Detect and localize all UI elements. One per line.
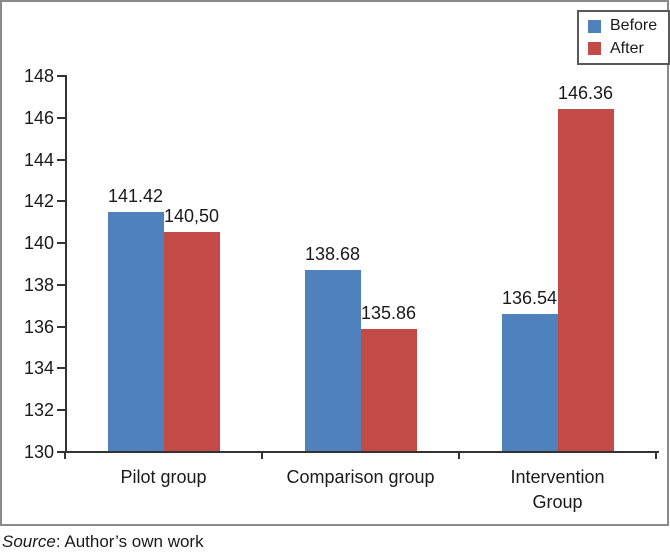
source-caption-text: : Author’s own work <box>55 532 204 551</box>
y-axis-tick-label: 148 <box>23 66 54 86</box>
value-label-before-intervention-group: 136.54 <box>501 288 558 309</box>
y-axis-tick <box>57 200 65 203</box>
y-axis-tick-label: 142 <box>23 191 54 212</box>
y-axis-tick <box>57 451 65 453</box>
x-axis-tick <box>64 451 66 459</box>
legend-item-after: After <box>588 39 668 57</box>
source-caption-prefix: Source <box>2 532 56 551</box>
y-axis-tick <box>57 367 65 370</box>
y-axis-tick-label: 140 <box>23 233 54 254</box>
bar-before-comparison-group <box>304 269 361 451</box>
value-label-before-pilot-group: 141.42 <box>107 186 164 207</box>
bar-before-intervention-group <box>501 314 558 451</box>
value-label-after-intervention-group: 146.36 <box>557 83 614 104</box>
y-axis-tick-label: 146 <box>23 107 54 128</box>
x-axis-category-label: Intervention Group <box>510 467 605 512</box>
x-axis-line <box>64 451 659 453</box>
x-axis-tick <box>655 451 657 459</box>
source-caption: Source: Author’s own work <box>2 531 204 553</box>
x-axis-category-label: Comparison group <box>286 467 435 487</box>
y-axis-tick-label: 138 <box>23 274 54 295</box>
value-label-before-comparison-group: 138.68 <box>304 243 361 264</box>
y-axis-tick <box>57 283 65 286</box>
y-axis-tick <box>57 75 65 77</box>
legend-swatch-before-icon <box>588 19 601 33</box>
legend-label-after: After <box>610 39 644 57</box>
x-axis-tick <box>261 451 263 459</box>
y-axis-tick-label: 144 <box>23 149 54 170</box>
legend: Before After <box>577 10 670 65</box>
y-axis-tick-label: 136 <box>23 316 54 337</box>
y-axis-tick-label: 130 <box>23 442 54 462</box>
value-label-after-comparison-group: 135.86 <box>360 302 417 323</box>
legend-swatch-after-icon <box>588 42 601 56</box>
y-axis-tick <box>57 242 65 245</box>
x-axis-tick <box>458 451 460 459</box>
y-axis-tick-label: 134 <box>23 358 54 379</box>
value-label-after-pilot-group: 140,50 <box>163 205 220 226</box>
y-axis-tick <box>57 409 65 412</box>
y-axis-line <box>65 75 67 451</box>
legend-label-before: Before <box>610 17 658 35</box>
bar-before-pilot-group <box>107 212 164 451</box>
bar-after-intervention-group <box>557 109 614 451</box>
bar-after-pilot-group <box>163 231 220 451</box>
bar-after-comparison-group <box>360 328 417 451</box>
y-axis-tick-label: 132 <box>23 400 54 421</box>
x-axis-category-label: Pilot group <box>120 467 207 487</box>
y-axis-tick <box>57 325 65 328</box>
y-axis-tick <box>57 116 65 119</box>
figure: Before After 130 132 134 136 138 140 142 144 146 1… <box>0 0 670 526</box>
legend-item-before: Before <box>588 18 668 34</box>
y-axis-tick <box>57 158 65 161</box>
